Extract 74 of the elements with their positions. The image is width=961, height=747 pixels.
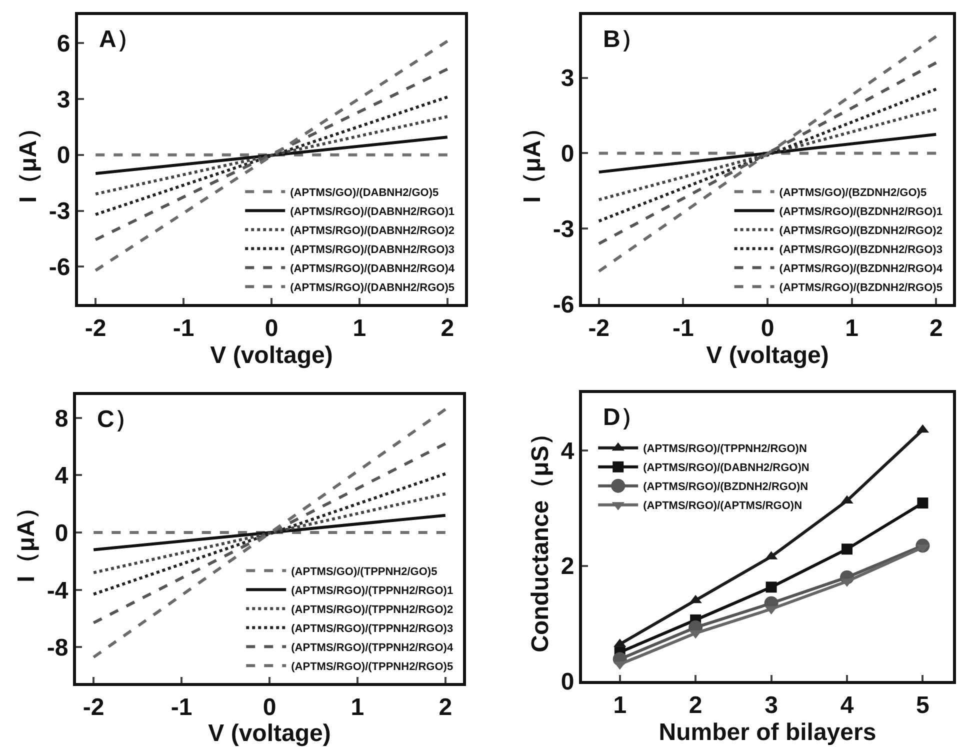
y-tick-label: 0 (54, 520, 68, 547)
point (917, 498, 928, 509)
y-tick-label: 0 (560, 668, 574, 696)
legend-label: (APTMS/RGO)/(TPPNH2/RGO)N (643, 443, 807, 456)
x-tick-label: 3 (764, 692, 778, 719)
x-tick-label: -1 (672, 314, 694, 342)
y-axis-title: I（μA） (14, 116, 42, 203)
legend-label: (APTMS/RGO)/(TPPNH2/RGO)1 (291, 584, 454, 597)
y-tick-label: -4 (46, 577, 69, 604)
y-tick-label: -8 (46, 634, 68, 662)
legend-label: (APTMS/RGO)/(TPPNH2/RGO)5 (291, 660, 454, 673)
x-tick-label: 1 (845, 314, 858, 342)
x-tick-label: 4 (840, 692, 854, 719)
x-tick-label: 2 (440, 314, 454, 342)
x-axis-title: Number of bilayers (658, 718, 876, 746)
x-tick-label: 2 (929, 314, 943, 342)
y-tick-label: 3 (56, 86, 70, 114)
legend-label: (APTMS/RGO)/(TPPNH2/RGO)4 (291, 642, 454, 654)
x-axis-title: V (voltage) (706, 342, 829, 369)
y-tick-label: 0 (56, 142, 70, 170)
x-tick-label: 5 (916, 692, 930, 719)
legend-label: (APTMS/RGO)/(DABNH2/RGO)3 (290, 244, 455, 256)
legend-label: (APTMS/RGO)/(DABNH2/RGO)4 (290, 262, 456, 275)
legend-label: (APTMS/RGO)/(BZDNH2/RGO)1 (779, 206, 942, 218)
y-tick-label: 4 (560, 438, 575, 465)
x-tick-label: 0 (760, 314, 774, 342)
y-tick-label: 2 (560, 553, 574, 580)
legend-label: (APTMS/GO)/(TPPNH2/GO)5 (291, 566, 438, 578)
x-tick-label: -2 (588, 314, 610, 342)
y-tick-label: -3 (48, 198, 70, 226)
x-tick-label: 1 (350, 694, 364, 721)
point (766, 582, 777, 593)
annotation: A） (99, 26, 140, 53)
annotation: D） (603, 404, 644, 431)
x-axis-title: V (voltage) (210, 342, 333, 369)
y-tick-label: -3 (552, 216, 574, 244)
legend-label: (APTMS/RGO)/(DABNH2/RGO)N (643, 462, 810, 474)
legend-label: (APTMS/RGO)/(DABNH2/RGO)5 (290, 282, 455, 294)
legend-label: (APTMS/RGO)/(BZDNH2/RGO)5 (779, 282, 942, 294)
annotation: C） (97, 406, 138, 433)
legend-label: (APTMS/GO)/(DABNH2/GO)5 (290, 186, 439, 199)
point (842, 544, 852, 555)
y-tick-label: -6 (48, 254, 70, 282)
x-tick-label: -1 (172, 314, 194, 342)
legend-label: (APTMS/RGO)/(TPPNH2/RGO)3 (291, 622, 454, 635)
x-tick-label: 1 (352, 314, 366, 342)
x-tick-label: -2 (84, 314, 106, 342)
y-tick-label: -6 (552, 291, 574, 318)
x-tick-label: 0 (262, 694, 276, 721)
x-tick-label: 0 (264, 314, 278, 342)
x-tick-label: 2 (688, 692, 702, 719)
y-tick-label: 3 (560, 65, 574, 92)
y-axis-title: I（μA） (12, 496, 40, 582)
legend-label: (APTMS/RGO)/(BZDNH2/RGO)N (643, 481, 808, 494)
x-axis-title: V (voltage) (208, 720, 331, 747)
legend-label: (APTMS/GO)/(BZDNH2/GO)5 (779, 186, 927, 199)
y-tick-label: 8 (54, 405, 68, 432)
x-tick-label: 1 (613, 692, 627, 719)
y-axis-title: Conductance（μS） (526, 422, 554, 652)
x-tick-label: -2 (82, 694, 104, 721)
x-tick-label: -1 (170, 694, 192, 721)
legend-label: (APTMS/RGO)/(BZDNH2/RGO)2 (779, 224, 942, 237)
y-tick-label: 4 (54, 462, 69, 490)
x-tick-label: 2 (438, 694, 452, 721)
legend-label: (APTMS/RGO)/(BZDNH2/RGO)3 (779, 244, 942, 256)
legend-label: (APTMS/RGO)/(DABNH2/RGO)1 (290, 206, 455, 218)
legend-label: (APTMS/RGO)/(DABNH2/RGO)2 (290, 224, 455, 237)
legend-label: (APTMS/RGO)/(BZDNH2/RGO)4 (779, 262, 944, 275)
y-axis-title: I（μA） (518, 116, 546, 203)
legend-label: (APTMS/RGO)/(APTMS/RGO)N (643, 500, 802, 512)
annotation: B） (603, 26, 644, 53)
y-tick-label: 6 (56, 30, 70, 58)
y-tick-label: 0 (560, 140, 574, 168)
legend-label: (APTMS/RGO)/(TPPNH2/RGO)2 (291, 604, 454, 616)
